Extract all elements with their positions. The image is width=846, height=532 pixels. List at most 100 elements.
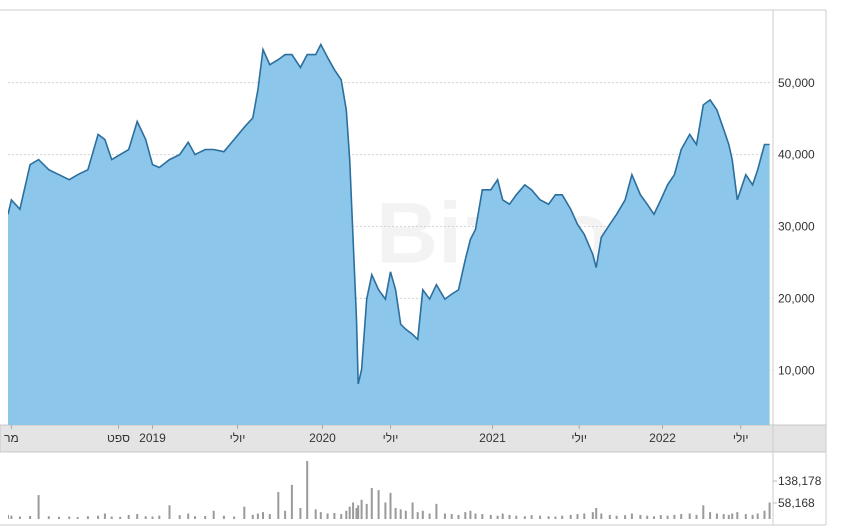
volume-bar <box>345 510 348 519</box>
volume-bar <box>37 495 40 519</box>
volume-bar <box>576 514 579 519</box>
volume-panel <box>8 460 771 519</box>
volume-bar <box>168 505 171 519</box>
volume-bar <box>204 515 207 519</box>
volume-bar <box>554 516 557 519</box>
volume-bar <box>360 499 363 519</box>
volume-bar <box>29 515 32 519</box>
volume-bar <box>474 513 477 519</box>
volume-bar <box>319 512 322 519</box>
volume-bar <box>326 513 329 519</box>
volume-bar <box>600 513 603 519</box>
volume-bar <box>103 513 106 519</box>
volume-bar <box>450 514 453 519</box>
volume-bar <box>646 515 649 519</box>
volume-bar <box>222 515 225 519</box>
volume-bar <box>428 513 431 519</box>
volume-bar <box>443 513 446 519</box>
volume-bar <box>76 517 79 519</box>
volume-bar <box>158 515 161 519</box>
volume-bar <box>187 513 190 519</box>
volume-bar <box>97 515 100 519</box>
volume-bar <box>547 516 550 519</box>
volume-bar <box>127 514 130 519</box>
volume-bar <box>416 512 419 519</box>
volume-bar <box>47 516 50 519</box>
volume-bar <box>688 513 691 519</box>
volume-bar <box>702 505 705 519</box>
volume-bar <box>639 514 642 519</box>
y-tick-label: 10,000 <box>778 364 815 378</box>
volume-bar <box>515 515 518 519</box>
volume-bar <box>630 513 633 519</box>
price-line <box>8 42 770 385</box>
volume-bar <box>314 509 317 519</box>
volume-bar <box>569 514 572 519</box>
volume-bar <box>457 514 460 519</box>
volume-bar <box>751 514 754 519</box>
volume-bar <box>10 515 13 519</box>
x-tick-label: מר <box>4 431 19 445</box>
y-tick-label: 58,168 <box>778 496 815 510</box>
volume-bar <box>340 514 343 519</box>
volume-bar <box>136 514 139 519</box>
x-tick-label: 2020 <box>309 431 336 445</box>
volume-bar <box>722 514 725 519</box>
x-tick-label: יולי <box>571 431 587 445</box>
volume-bar <box>595 508 598 519</box>
volume-bar <box>756 513 759 519</box>
y-tick-label: 40,000 <box>778 148 815 162</box>
volume-bar <box>299 508 302 519</box>
volume-bar <box>377 490 380 519</box>
volume-bar <box>384 502 387 519</box>
y-tick-label: 138,178 <box>778 474 822 488</box>
volume-bar <box>464 512 467 519</box>
volume-bar <box>357 505 360 519</box>
volume-bar <box>194 516 196 519</box>
volume-bar <box>496 515 499 519</box>
volume-bar <box>262 512 264 519</box>
y-tick-label: 20,000 <box>778 292 815 306</box>
volume-bar <box>389 492 392 519</box>
volume-bar <box>673 514 676 519</box>
volume-bar <box>355 508 358 519</box>
x-tick-label: 2022 <box>649 431 676 445</box>
volume-bar <box>583 513 586 519</box>
volume-bar <box>333 512 336 519</box>
x-axis-band <box>0 424 827 453</box>
volume-bar <box>251 514 254 519</box>
x-tick-label: 2021 <box>479 431 506 445</box>
volume-bar <box>233 516 236 519</box>
volume-bar <box>501 513 504 519</box>
x-tick-label: יולי <box>383 431 399 445</box>
volume-bar <box>624 515 627 519</box>
y-tick-label: 50,000 <box>778 76 815 90</box>
volume-bar <box>348 506 351 519</box>
volume-bar <box>68 516 71 519</box>
volume-bar <box>709 512 712 519</box>
volume-bar <box>530 515 533 519</box>
volume-bar <box>727 514 730 519</box>
volume-bar <box>608 514 611 519</box>
volume-bar <box>666 515 669 519</box>
x-tick-label: 2019 <box>139 431 166 445</box>
volume-bar <box>277 492 280 519</box>
volume-bar <box>110 516 113 519</box>
volume-bar <box>744 514 747 519</box>
x-tick-label: יולי <box>733 431 749 445</box>
volume-bar <box>86 516 89 519</box>
volume-bar <box>284 510 287 519</box>
volume-bar <box>591 512 594 519</box>
volume-bar <box>508 514 511 519</box>
x-tick-label: ספט <box>107 431 130 445</box>
volume-bar <box>290 484 293 519</box>
volume-bar <box>763 510 766 519</box>
x-tick-label: יולי <box>230 431 246 445</box>
volume-bar <box>399 509 402 519</box>
volume-bar <box>268 514 271 519</box>
volume-bar <box>243 506 246 519</box>
volume-bar <box>561 515 564 519</box>
volume-bar <box>523 516 526 519</box>
volume-bar <box>653 516 655 519</box>
volume-bar <box>370 487 373 519</box>
